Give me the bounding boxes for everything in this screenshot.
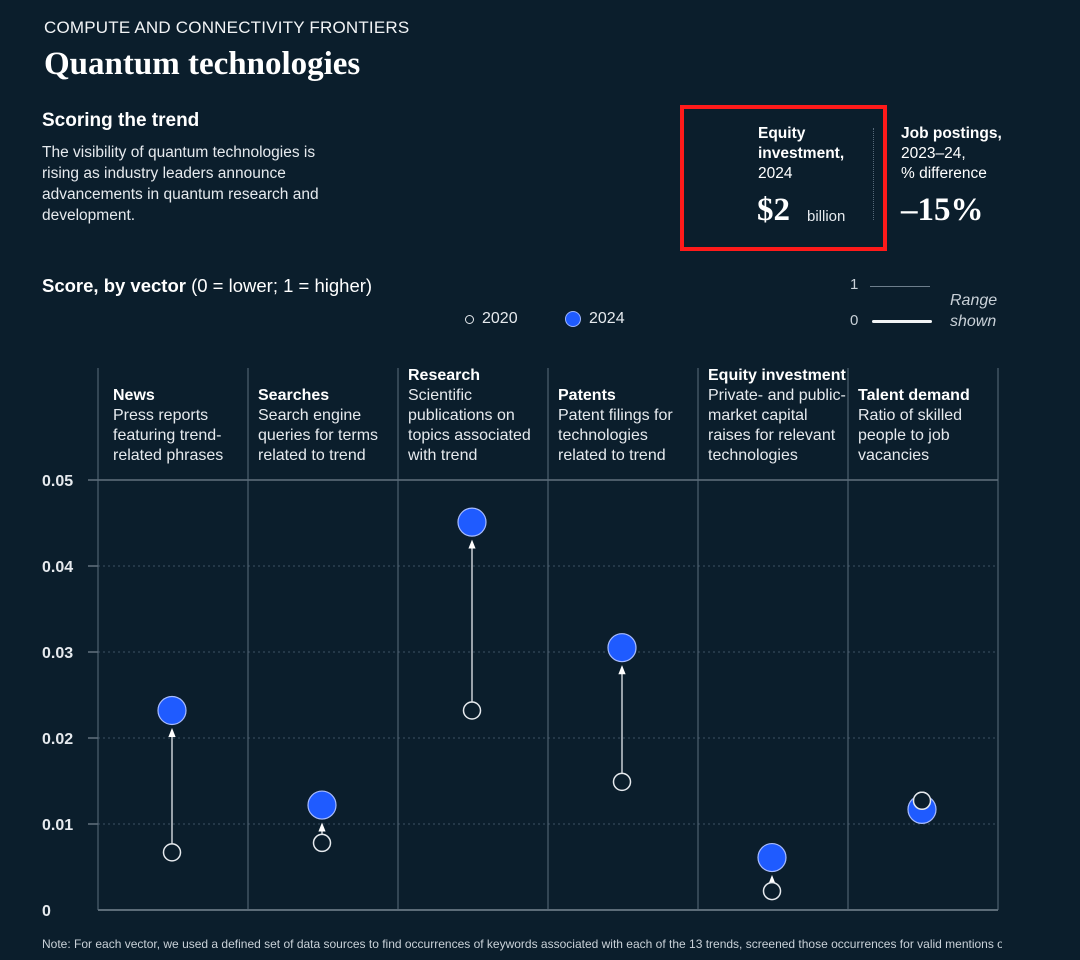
scoring-title: Scoring the trend bbox=[42, 110, 200, 131]
ytick-label: 0.05 bbox=[42, 473, 73, 490]
range-bottom-label: 0 bbox=[850, 312, 859, 329]
equity-year: 2024 bbox=[758, 165, 793, 182]
range-text-line1: Range bbox=[950, 292, 998, 309]
ytick-label: 0.01 bbox=[42, 817, 73, 834]
ytick-label: 0.03 bbox=[42, 645, 73, 662]
vector-description-line: technologies bbox=[708, 447, 798, 464]
vector-header-patents: Patents bbox=[558, 387, 616, 404]
equity-label-line1: Equity bbox=[758, 125, 806, 142]
vector-description-line: publications on bbox=[408, 407, 515, 424]
vector-description-line: with trend bbox=[407, 447, 477, 464]
vector-header-research: Research bbox=[408, 367, 480, 384]
equity-label-line2: investment, bbox=[758, 145, 845, 162]
range-top-label: 1 bbox=[850, 276, 859, 293]
equity-highlight-box bbox=[680, 105, 887, 251]
point-2024 bbox=[157, 695, 187, 726]
ytick-label: 0.02 bbox=[42, 731, 73, 748]
range-shown-line bbox=[872, 320, 932, 323]
range-text-line2: shown bbox=[950, 313, 997, 330]
vector-description-line: queries for terms bbox=[258, 427, 378, 444]
range-shown-text: Range shown bbox=[950, 290, 997, 332]
legend-2024: 2024 bbox=[565, 310, 625, 328]
vector-description-line: Private- and public- bbox=[708, 387, 846, 404]
equity-label: Equity investment, 2024 bbox=[758, 124, 844, 184]
jobs-label: Job postings, 2023–24, % difference bbox=[901, 124, 1002, 184]
vector-description-line: people to job bbox=[858, 427, 950, 444]
vector-header-searches: Searches bbox=[258, 387, 329, 404]
vector-description-line: featuring trend- bbox=[113, 427, 222, 444]
point-2020 bbox=[612, 772, 632, 792]
point-2020 bbox=[162, 843, 182, 862]
scoring-description: The visibility of quantum technologies i… bbox=[42, 144, 319, 224]
ytick-label: 0 bbox=[42, 903, 51, 920]
legend-2020: 2020 bbox=[465, 310, 518, 328]
jobs-label-line1: Job postings, bbox=[901, 125, 1002, 142]
vector-header-news: News bbox=[113, 387, 155, 404]
score-title: Score, by vector (0 = lower; 1 = higher) bbox=[42, 275, 372, 297]
jobs-value: –15% bbox=[901, 192, 984, 228]
vector-description-line: market capital bbox=[708, 407, 808, 424]
vector-description-line: Search engine bbox=[258, 407, 361, 424]
footnote: Note: For each vector, we used a defined… bbox=[42, 937, 1002, 951]
vector-description-line: related phrases bbox=[113, 447, 223, 464]
vector-description-line: Patent filings for bbox=[558, 407, 673, 424]
vector-description-line: raises for relevant bbox=[708, 427, 836, 444]
point-2020-overlay bbox=[912, 791, 932, 811]
jobs-period: 2023–24, bbox=[901, 145, 966, 162]
jobs-desc: % difference bbox=[901, 165, 987, 182]
vector-description-line: vacancies bbox=[858, 447, 929, 464]
legend-2020-marker bbox=[465, 314, 474, 324]
range-full-line bbox=[870, 286, 930, 287]
vector-description-line: related to trend bbox=[258, 447, 366, 464]
vector-description-line: related to trend bbox=[558, 447, 666, 464]
score-title-bold: Score, by vector bbox=[42, 275, 186, 296]
page-title: Quantum technologies bbox=[44, 46, 361, 82]
legend-2024-label: 2024 bbox=[589, 310, 625, 327]
vector-header-talent-demand: Talent demand bbox=[858, 387, 970, 404]
stat-divider bbox=[873, 128, 874, 220]
equity-value: $2 bbox=[757, 192, 790, 228]
vector-description-line: Ratio of skilled bbox=[858, 407, 962, 424]
point-2020 bbox=[312, 833, 332, 853]
legend-2020-label: 2020 bbox=[482, 310, 518, 327]
point-2020 bbox=[462, 701, 482, 720]
eyebrow: COMPUTE AND CONNECTIVITY FRONTIERS bbox=[44, 18, 410, 37]
vector-description-line: Scientific bbox=[408, 387, 472, 404]
vector-description-line: topics associated bbox=[408, 427, 531, 444]
equity-unit: billion bbox=[807, 208, 846, 225]
vector-description-line: technologies bbox=[558, 427, 648, 444]
legend-2024-marker bbox=[565, 311, 581, 327]
point-2024 bbox=[457, 507, 487, 537]
point-2020 bbox=[762, 881, 782, 901]
point-2024 bbox=[307, 790, 337, 820]
ytick-label: 0.04 bbox=[42, 559, 73, 576]
point-2024 bbox=[757, 842, 787, 873]
point-2024 bbox=[607, 633, 637, 663]
vector-description-line: Press reports bbox=[113, 407, 208, 424]
vector-header-equity-investment: Equity investment bbox=[708, 367, 846, 384]
score-title-rest: (0 = lower; 1 = higher) bbox=[185, 275, 373, 296]
